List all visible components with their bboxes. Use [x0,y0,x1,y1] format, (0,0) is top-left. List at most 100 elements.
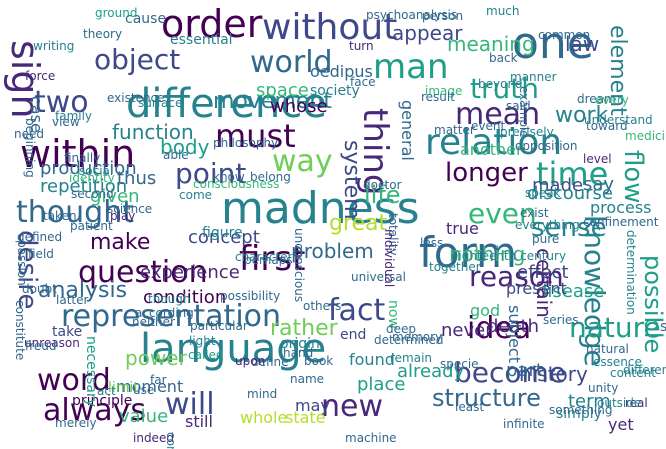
cloud-word-freud: freud [25,339,57,353]
cloud-word-language: language [140,326,327,372]
cloud-word-real: real [625,396,648,410]
cloud-word-upon: upon [235,354,266,368]
cloud-word-without: without [262,7,398,48]
cloud-word-yet: yet [608,415,634,434]
cloud-word-end: end [340,327,367,343]
cloud-word-writing: writing [33,39,75,53]
cloud-word-possibility: possibility [220,289,281,303]
cloud-word-great: great [329,211,388,236]
cloud-word-taken: taken [43,209,77,223]
cloud-word-contrary: contrary [164,432,178,449]
cloud-word-theory: theory [83,27,123,41]
cloud-word-merely: merely [55,416,97,430]
cloud-word-essence: essence [593,355,642,369]
cloud-word-second: second [71,187,114,201]
cloud-word-family: family [55,109,93,123]
cloud-word-confinement: confinement [583,215,659,229]
cloud-word-given: given [90,186,140,207]
cloud-word-dream: dream [577,92,616,106]
cloud-word-rather: rather [270,316,338,341]
cloud-word-others: others [303,299,342,313]
cloud-word-found: found [349,350,395,369]
cloud-word-come: come [179,188,213,202]
cloud-word-place: place [357,374,406,395]
cloud-word-space: space [256,80,309,101]
cloud-word-series: series [543,313,579,327]
cloud-word-flow: flow [618,150,648,204]
cloud-word-point: point [175,157,247,190]
cloud-word-production: production [40,158,137,179]
cloud-word-present: present [506,279,567,298]
cloud-word-body: body [160,135,210,159]
cloud-word-remain: remain [390,351,433,365]
cloud-word-image: image [425,84,463,98]
cloud-word-according: according [135,306,194,320]
cloud-word-whole: whole [240,408,288,427]
cloud-word-whose: whose [270,96,328,117]
cloud-word-identity: identity [69,171,115,185]
cloud-word-nothing: nothing [449,242,526,266]
cloud-word-way: way [272,144,333,179]
cloud-word-time: time [536,155,609,193]
cloud-word-function: function [112,120,194,144]
cloud-word-back: back [489,51,518,65]
cloud-word-far: far [150,373,167,387]
cloud-word-precisely: precisely [500,125,554,139]
cloud-word-nature: nature [569,311,661,344]
cloud-word-indeed: indeed [133,431,174,445]
cloud-word-result: result [421,90,455,104]
cloud-word-within: within [20,132,136,176]
cloud-word-perhaps: perhaps [244,253,293,267]
cloud-word-every: every [595,93,629,107]
cloud-word-cause: cause [125,11,167,27]
cloud-word-matter: matter [434,123,475,137]
cloud-word-disease: disease [536,281,605,302]
cloud-word-truth: truth [470,72,539,105]
cloud-word-surface: surface [138,96,183,110]
cloud-word-system: system [339,140,364,220]
cloud-word-define: define [251,355,289,369]
cloud-word-infinite: infinite [503,417,545,431]
cloud-word-still: still [185,412,213,431]
cloud-word-determination: determination [624,230,638,315]
cloud-word-latter: latter [56,293,89,307]
cloud-word-event: event [471,119,506,133]
cloud-word-toward: toward [586,119,628,133]
cloud-word-outside: outside [597,396,642,410]
cloud-word-another: another [460,140,523,159]
cloud-word-general: general [398,100,417,161]
cloud-word-movement: movement [213,89,332,114]
cloud-word-say: say [583,174,615,195]
cloud-word-term: term [568,391,611,412]
cloud-word-deep: deep [386,322,416,336]
cloud-word-limit: limit [108,380,139,396]
cloud-word-necessary: necessary [83,336,99,408]
cloud-word-state: state [285,408,326,427]
cloud-word-part: part [506,360,543,381]
cloud-word-relation: relation [425,122,563,163]
cloud-word-science: science [107,202,153,216]
cloud-word-essential: essential [170,32,233,48]
cloud-word-social: social [79,164,114,178]
cloud-word-memory: memory [392,330,443,344]
cloud-word-society: society [310,83,360,99]
cloud-word-defined: defined [17,230,63,244]
cloud-word-made: made [532,175,584,196]
cloud-word-meaning: meaning [447,32,535,56]
cloud-word-always: always [43,393,147,428]
cloud-word-new: new [321,389,384,424]
cloud-word-will: will [165,387,215,422]
cloud-word-machine: machine [345,431,397,445]
cloud-word-already: already [397,361,465,382]
cloud-word-difference: difference [126,81,327,127]
cloud-word-repetition: repetition [40,176,128,197]
cloud-word-face: face [350,75,376,89]
cloud-word-unreason: unreason [24,336,80,350]
cloud-word-least: least [455,400,485,414]
cloud-word-order: order [161,2,263,46]
cloud-word-less: less [420,236,444,250]
cloud-word-called: called [188,348,224,362]
cloud-word-pure: pure [532,232,560,246]
cloud-word-discourse: discourse [527,183,613,204]
